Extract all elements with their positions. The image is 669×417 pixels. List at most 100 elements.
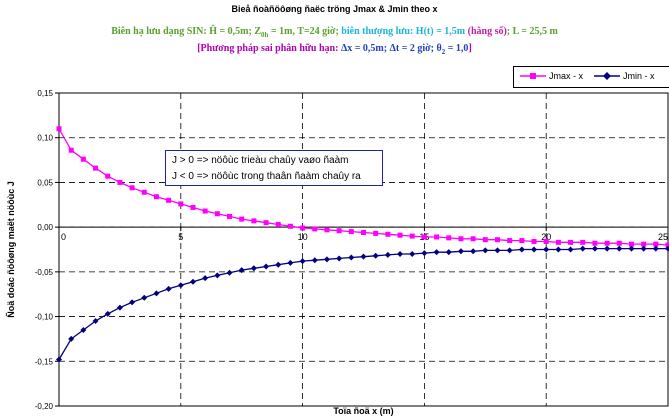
point-jmin-9: [165, 285, 172, 292]
point-jmax-29: [409, 233, 415, 239]
point-jmax-5: [117, 179, 123, 185]
annotation-line-positive: J > 0 => nöôùc trieàu chaûy vaøo ñaàm: [172, 155, 349, 166]
point-jmax-20: [300, 225, 306, 231]
point-jmax-9: [166, 197, 172, 203]
y-tick-label-4: 0,00: [37, 223, 53, 232]
legend-jmax-label: Jmax - x: [549, 71, 584, 81]
point-jmax-22: [324, 227, 330, 233]
point-jmin-15: [238, 267, 245, 274]
point-jmin-14: [226, 269, 233, 276]
subtitle-method-params: Δx = 0,5m; Δt = 2 giờ; θ: [340, 43, 442, 54]
point-jmin-32: [445, 249, 452, 256]
y-tick-label-3: -0,05: [35, 268, 54, 277]
point-jmin-16: [250, 265, 257, 272]
legend-jmax-swatch-icon: [520, 73, 546, 79]
x-tick-label-0: 0: [61, 232, 66, 242]
point-jmin-50: [665, 245, 669, 252]
point-jmin-17: [263, 263, 270, 270]
subtitle-subscript-z: 0h: [261, 31, 269, 39]
point-jmax-45: [604, 240, 610, 246]
subtitle-upstream: biên thượng lưu: H(t) = 1,5m: [338, 26, 466, 37]
point-jmin-0: [56, 356, 62, 363]
point-jmax-25: [361, 230, 366, 236]
point-jmax-1: [68, 147, 74, 153]
legend-jmin-label: Jmin - x: [623, 71, 655, 81]
point-jmax-12: [202, 208, 208, 214]
legend-item-jmin: Jmin - x: [594, 71, 655, 81]
point-jmin-44: [591, 245, 598, 252]
point-jmax-42: [568, 239, 574, 245]
x-tick-label-5: 25: [658, 232, 668, 242]
point-jmin-38: [518, 246, 525, 253]
chart-legend: Jmax - x Jmin - x: [513, 66, 669, 88]
point-jmin-5: [116, 304, 123, 311]
y-tick-label-7: 0,15: [37, 89, 53, 98]
point-jmax-36: [494, 237, 500, 243]
subtitle-length: ; L = 25,5 m: [506, 26, 558, 37]
point-jmin-42: [567, 246, 574, 253]
point-jmin-40: [543, 246, 550, 253]
point-jmax-7: [141, 189, 147, 195]
point-jmin-4: [104, 310, 111, 317]
y-tick-label-1: -0,15: [35, 357, 54, 366]
point-jmin-1: [68, 335, 75, 342]
point-jmin-8: [153, 290, 160, 297]
point-jmin-28: [397, 250, 404, 257]
point-jmin-47: [628, 245, 635, 252]
point-jmin-35: [482, 247, 489, 254]
point-jmax-17: [263, 220, 269, 226]
point-jmin-49: [652, 245, 659, 252]
point-jmax-48: [641, 241, 647, 247]
point-jmax-6: [129, 185, 135, 191]
point-jmax-49: [653, 241, 659, 247]
point-jmax-44: [592, 240, 598, 246]
point-jmax-41: [555, 239, 561, 245]
point-jmax-47: [628, 241, 634, 247]
y-tick-label-6: 0,10: [37, 134, 53, 143]
point-jmax-27: [385, 231, 391, 237]
x-tick-label-2: 10: [298, 232, 308, 242]
subtitle-subscript-theta: 2: [441, 48, 446, 56]
point-jmin-24: [348, 254, 355, 261]
point-jmin-18: [275, 261, 282, 268]
series-group: [56, 126, 669, 363]
annotation-line-negative: J < 0 => nöôùc trong thaân ñaàm chaûy ra: [172, 171, 361, 182]
point-jmax-4: [105, 173, 111, 179]
subtitle-downstream-part1: Biên hạ lưu dạng SIN: Ĥ = 0,5m; Z: [111, 26, 262, 37]
point-jmax-40: [543, 238, 549, 244]
chart-subtitle-method: [Phương pháp sai phân hữu hạn: Δx = 0,5m…: [0, 43, 669, 56]
subtitle-method-end: ]: [468, 43, 472, 54]
point-jmin-37: [506, 247, 513, 254]
point-jmin-27: [384, 251, 391, 258]
point-jmin-6: [129, 299, 136, 306]
point-jmax-19: [287, 223, 293, 229]
point-jmin-41: [555, 246, 562, 253]
point-jmin-11: [189, 278, 196, 285]
point-jmin-31: [433, 249, 440, 256]
point-jmin-39: [531, 246, 538, 253]
point-jmax-24: [348, 229, 354, 235]
point-jmin-26: [372, 252, 379, 259]
point-jmax-46: [616, 240, 622, 246]
point-jmax-31: [434, 234, 440, 240]
point-jmin-36: [494, 247, 501, 254]
point-jmax-23: [336, 228, 342, 234]
point-jmin-10: [177, 282, 184, 289]
point-jmax-43: [580, 239, 586, 245]
point-jmin-30: [421, 250, 428, 257]
point-jmin-19: [287, 259, 294, 266]
point-jmin-33: [457, 248, 464, 255]
point-jmax-26: [373, 230, 379, 236]
point-jmax-14: [227, 213, 233, 219]
y-tick-label-2: -0,10: [35, 313, 54, 322]
point-jmin-3: [92, 318, 99, 325]
point-jmin-13: [214, 272, 221, 279]
point-jmax-50: [665, 242, 669, 248]
x-axis-label: Toïa ñoä x (m): [333, 406, 393, 416]
legend-jmin-swatch-icon: [594, 72, 620, 80]
chart-subtitle-boundary: Biên hạ lưu dạng SIN: Ĥ = 0,5m; Z0h = 1m…: [0, 26, 669, 39]
point-jmax-10: [178, 201, 184, 207]
point-jmin-7: [141, 294, 148, 301]
subtitle-method-part1: [Phương pháp sai phân hữu hạn:: [197, 43, 341, 54]
